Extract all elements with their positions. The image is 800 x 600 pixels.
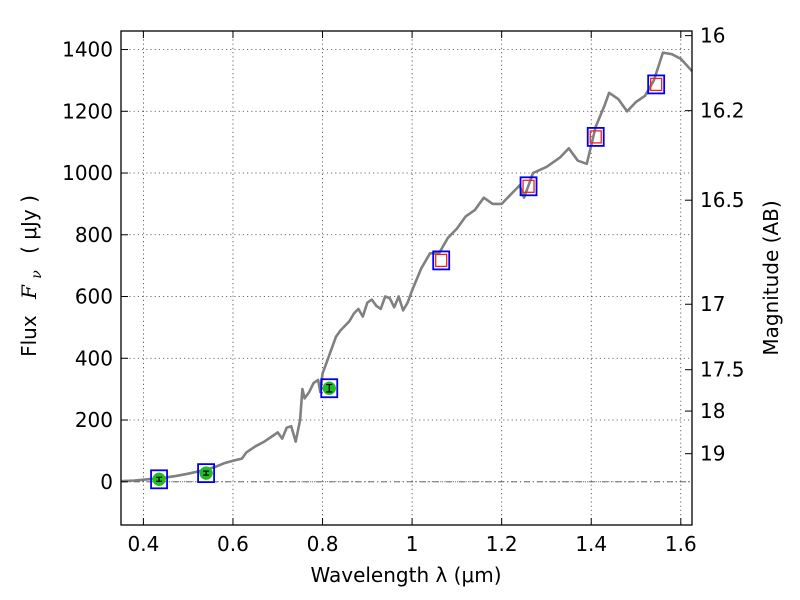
x-tick-label: 0.6 [217,532,249,556]
x-tick-label: 1 [406,532,419,556]
y-tick-label: 0 [100,470,113,494]
y-axis-label-symbol: F [17,284,41,300]
y-axis-label-subscript: ν [29,270,45,279]
y-tick-label: 1400 [62,38,113,62]
x-tick-label: 0.4 [127,532,159,556]
x-tick-label: 1.2 [486,532,518,556]
mag-tick-label: 16 [700,24,725,48]
y-tick-label: 200 [75,408,113,432]
y-tick-label: 600 [75,285,113,309]
y-tick-label: 400 [75,346,113,370]
right-axis-label: Magnitude (AB) [759,200,783,355]
mag-tick-label: 16.2 [700,99,745,123]
mag-tick-label: 17.5 [700,358,745,382]
x-axis-label: Wavelength λ (μm) [310,563,501,587]
mag-tick-label: 19 [700,442,725,466]
y-axis-label-units: ( μJy ) [17,195,41,254]
y-axis-label-text: Flux [17,315,41,357]
x-tick-label: 1.6 [665,532,697,556]
y-tick-label: 1200 [62,99,113,123]
y-tick-label: 1000 [62,161,113,185]
mag-tick-label: 18 [700,399,725,423]
x-tick-label: 1.4 [575,532,607,556]
y-tick-label: 800 [75,223,113,247]
mag-tick-label: 16.5 [700,188,745,212]
x-tick-label: 0.8 [307,532,339,556]
mag-tick-label: 17 [700,292,725,316]
